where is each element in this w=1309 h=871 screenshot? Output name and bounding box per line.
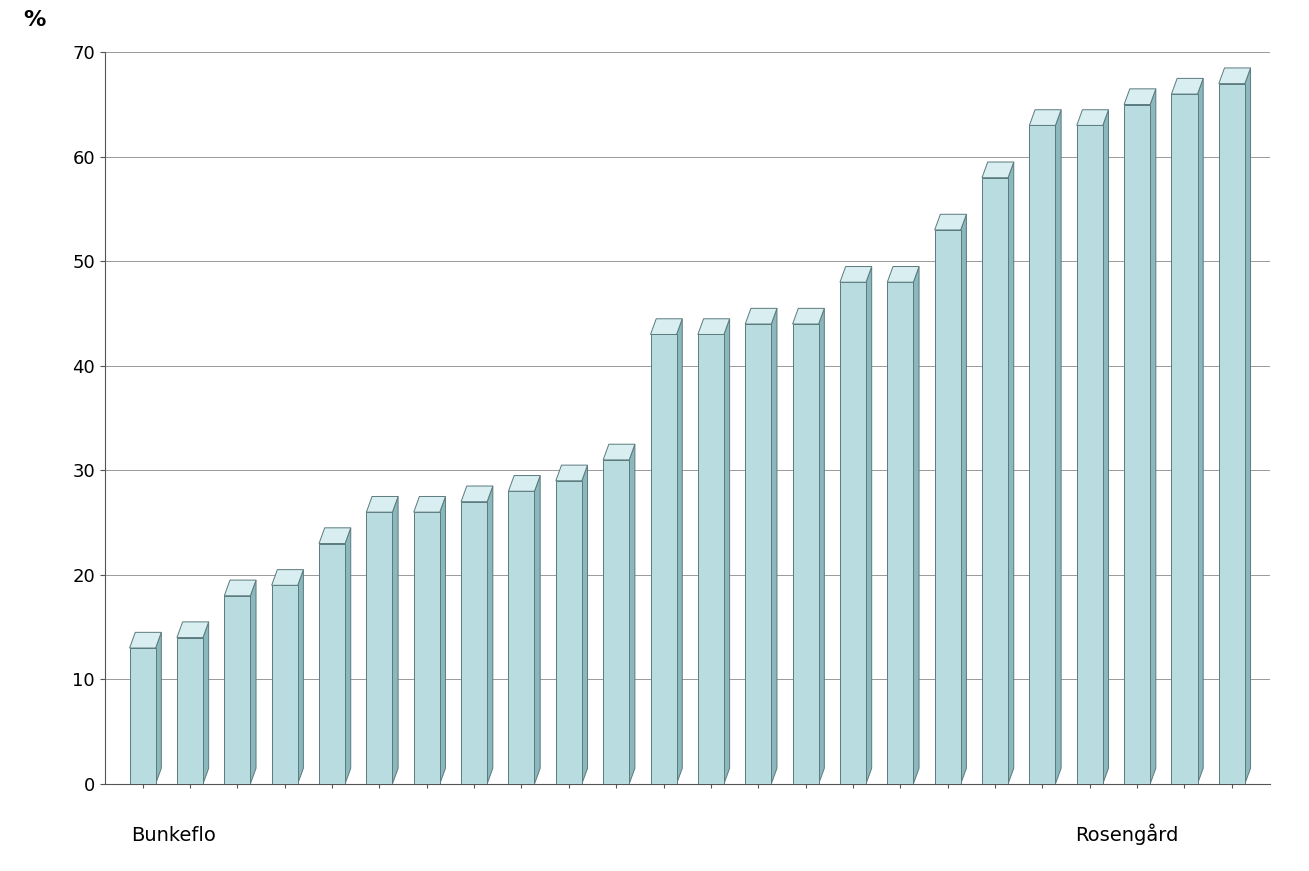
Polygon shape: [272, 570, 304, 585]
Polygon shape: [771, 308, 778, 784]
Bar: [603, 460, 630, 784]
Bar: [272, 585, 297, 784]
Bar: [651, 334, 677, 784]
Polygon shape: [724, 319, 729, 784]
Bar: [367, 512, 393, 784]
Polygon shape: [1102, 110, 1109, 784]
Bar: [556, 481, 583, 784]
Polygon shape: [1151, 89, 1156, 784]
Polygon shape: [1008, 162, 1013, 784]
Polygon shape: [888, 267, 919, 282]
Polygon shape: [1055, 110, 1062, 784]
Bar: [414, 512, 440, 784]
Bar: [840, 282, 867, 784]
Polygon shape: [440, 496, 445, 784]
Bar: [745, 324, 771, 784]
Polygon shape: [203, 622, 208, 784]
Polygon shape: [250, 580, 257, 784]
Bar: [461, 502, 487, 784]
Bar: [319, 544, 346, 784]
Polygon shape: [1219, 68, 1250, 84]
Polygon shape: [914, 267, 919, 784]
Bar: [792, 324, 818, 784]
Polygon shape: [745, 308, 778, 324]
Polygon shape: [414, 496, 445, 512]
Polygon shape: [487, 486, 492, 784]
Polygon shape: [297, 570, 304, 784]
Bar: [1172, 94, 1198, 784]
Polygon shape: [130, 632, 161, 648]
Polygon shape: [346, 528, 351, 784]
Text: Rosengård: Rosengård: [1075, 823, 1178, 845]
Polygon shape: [1077, 110, 1109, 125]
Polygon shape: [792, 308, 825, 324]
Polygon shape: [534, 476, 541, 784]
Bar: [508, 491, 534, 784]
Polygon shape: [156, 632, 161, 784]
Polygon shape: [1245, 68, 1250, 784]
Polygon shape: [1198, 78, 1203, 784]
Text: Bunkeflo: Bunkeflo: [131, 826, 216, 845]
Polygon shape: [651, 319, 682, 334]
Polygon shape: [961, 214, 966, 784]
Polygon shape: [583, 465, 588, 784]
Text: %: %: [24, 10, 46, 30]
Bar: [224, 596, 250, 784]
Bar: [1077, 125, 1102, 784]
Polygon shape: [1029, 110, 1062, 125]
Polygon shape: [867, 267, 872, 784]
Polygon shape: [319, 528, 351, 544]
Polygon shape: [603, 444, 635, 460]
Bar: [1029, 125, 1055, 784]
Bar: [982, 178, 1008, 784]
Polygon shape: [1172, 78, 1203, 94]
Polygon shape: [982, 162, 1013, 178]
Polygon shape: [393, 496, 398, 784]
Bar: [1219, 84, 1245, 784]
Polygon shape: [367, 496, 398, 512]
Bar: [130, 648, 156, 784]
Polygon shape: [1124, 89, 1156, 105]
Polygon shape: [698, 319, 729, 334]
Polygon shape: [224, 580, 257, 596]
Bar: [1124, 105, 1151, 784]
Bar: [935, 230, 961, 784]
Bar: [888, 282, 914, 784]
Polygon shape: [556, 465, 588, 481]
Bar: [177, 638, 203, 784]
Polygon shape: [177, 622, 208, 638]
Bar: [698, 334, 724, 784]
Polygon shape: [677, 319, 682, 784]
Polygon shape: [840, 267, 872, 282]
Polygon shape: [508, 476, 541, 491]
Polygon shape: [935, 214, 966, 230]
Polygon shape: [461, 486, 492, 502]
Polygon shape: [818, 308, 825, 784]
Polygon shape: [630, 444, 635, 784]
